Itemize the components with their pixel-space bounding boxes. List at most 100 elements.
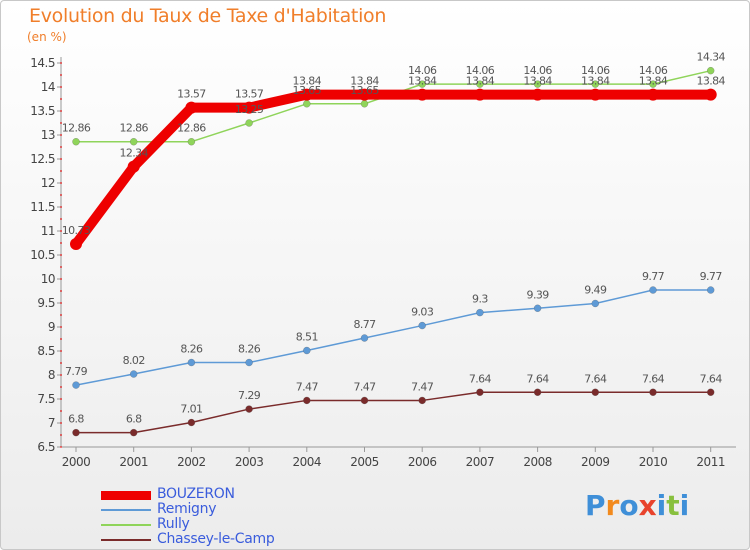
data-label: 6.8 bbox=[68, 413, 84, 426]
data-point bbox=[649, 388, 657, 397]
data-label: 13.65 bbox=[350, 84, 379, 97]
logo-letter: P bbox=[585, 489, 606, 522]
data-point bbox=[187, 418, 196, 427]
data-label: 9.3 bbox=[472, 293, 488, 306]
data-label: 13.57 bbox=[235, 88, 264, 101]
y-tick-label: 12 bbox=[41, 176, 55, 190]
data-label: 13.84 bbox=[523, 75, 552, 88]
y-tick-label: 10.5 bbox=[30, 248, 55, 262]
legend-item: Rully bbox=[101, 516, 361, 533]
data-label: 7.64 bbox=[527, 372, 550, 385]
data-point bbox=[303, 100, 311, 108]
data-label: 10.73 bbox=[62, 224, 91, 237]
data-point bbox=[187, 137, 196, 146]
data-label: 9.77 bbox=[700, 270, 723, 283]
y-tick-label: 13 bbox=[41, 128, 55, 142]
data-point bbox=[589, 88, 602, 101]
data-label: 8.02 bbox=[123, 354, 145, 367]
data-point bbox=[300, 88, 313, 101]
data-point bbox=[533, 80, 542, 88]
y-tick-label: 11 bbox=[41, 224, 55, 238]
y-tick-label: 12.5 bbox=[30, 152, 55, 166]
data-label: 9.49 bbox=[584, 283, 607, 296]
data-label: 13.25 bbox=[235, 103, 264, 116]
data-label: 12.34 bbox=[119, 147, 148, 160]
legend-swatch bbox=[101, 539, 151, 541]
data-point bbox=[533, 304, 542, 313]
x-tick-label: 2003 bbox=[235, 455, 264, 469]
data-label: 14.34 bbox=[696, 51, 725, 64]
data-point bbox=[531, 88, 544, 101]
data-label: 7.01 bbox=[180, 403, 202, 416]
data-point bbox=[591, 299, 600, 308]
data-label: 14.06 bbox=[466, 64, 495, 77]
legend-label: Rully bbox=[157, 516, 190, 532]
data-label: 13.84 bbox=[466, 75, 495, 88]
x-tick-label: 2010 bbox=[639, 455, 668, 469]
data-point bbox=[704, 88, 717, 101]
data-label: 14.06 bbox=[581, 64, 610, 77]
data-point bbox=[476, 388, 484, 397]
data-label: 13.84 bbox=[639, 75, 668, 88]
y-tick-label: 6.5 bbox=[37, 440, 55, 454]
x-tick-label: 2002 bbox=[177, 455, 206, 469]
logo-letter: x bbox=[638, 489, 657, 522]
data-label: 12.86 bbox=[119, 122, 148, 135]
data-label: 12.86 bbox=[177, 122, 206, 135]
logo-letter: t bbox=[666, 489, 680, 522]
logo-letter: i bbox=[656, 489, 667, 522]
data-point bbox=[72, 428, 80, 437]
legend-label: Chassey-le-Camp bbox=[157, 531, 275, 547]
data-point bbox=[245, 405, 253, 413]
data-point bbox=[70, 237, 82, 250]
data-point bbox=[245, 358, 253, 367]
x-tick-label: 2007 bbox=[466, 455, 495, 469]
data-label: 8.26 bbox=[180, 343, 203, 356]
series-line bbox=[75, 289, 712, 386]
data-label: 12.86 bbox=[62, 122, 91, 135]
data-point bbox=[647, 88, 659, 101]
logo-letter: r bbox=[605, 489, 620, 522]
data-label: 8.51 bbox=[296, 331, 318, 344]
data-label: 13.84 bbox=[581, 75, 610, 88]
data-point bbox=[418, 396, 426, 405]
x-tick-label: 2011 bbox=[696, 455, 725, 469]
data-label: 7.64 bbox=[642, 372, 665, 385]
data-label: 13.84 bbox=[696, 75, 725, 88]
x-tick-label: 2008 bbox=[523, 455, 552, 469]
data-point bbox=[243, 101, 256, 114]
series-line bbox=[71, 89, 716, 249]
y-tick-label: 14.5 bbox=[30, 56, 55, 70]
data-point bbox=[358, 88, 371, 101]
data-point bbox=[418, 321, 426, 330]
data-point bbox=[476, 308, 484, 317]
data-point bbox=[706, 388, 715, 397]
data-label: 13.65 bbox=[293, 84, 322, 97]
data-label: 7.64 bbox=[584, 372, 607, 385]
x-tick-label: 2006 bbox=[408, 455, 437, 469]
data-label: 7.29 bbox=[238, 389, 261, 402]
series-line bbox=[75, 391, 712, 434]
legend-item: Remigny bbox=[101, 501, 361, 518]
data-label: 7.47 bbox=[411, 380, 434, 393]
data-point bbox=[706, 286, 715, 294]
y-tick-label: 7 bbox=[48, 416, 55, 430]
data-label: 7.79 bbox=[65, 365, 88, 378]
data-point bbox=[416, 88, 429, 101]
data-label: 8.26 bbox=[238, 343, 261, 356]
proxiti-logo: Proxiti bbox=[585, 489, 689, 522]
legend-label: BOUZERON bbox=[157, 486, 235, 502]
x-tick-label: 2005 bbox=[350, 455, 379, 469]
data-point bbox=[129, 370, 138, 378]
data-point bbox=[72, 381, 80, 389]
legend-swatch bbox=[101, 509, 151, 511]
data-point bbox=[476, 80, 484, 88]
data-point bbox=[185, 101, 198, 114]
data-point bbox=[706, 66, 715, 75]
x-tick-label: 2009 bbox=[581, 455, 610, 469]
data-label: 8.77 bbox=[353, 318, 376, 331]
y-tick-label: 9 bbox=[48, 320, 55, 334]
legend-swatch bbox=[101, 524, 151, 526]
unit-label: (en %) bbox=[27, 30, 67, 44]
